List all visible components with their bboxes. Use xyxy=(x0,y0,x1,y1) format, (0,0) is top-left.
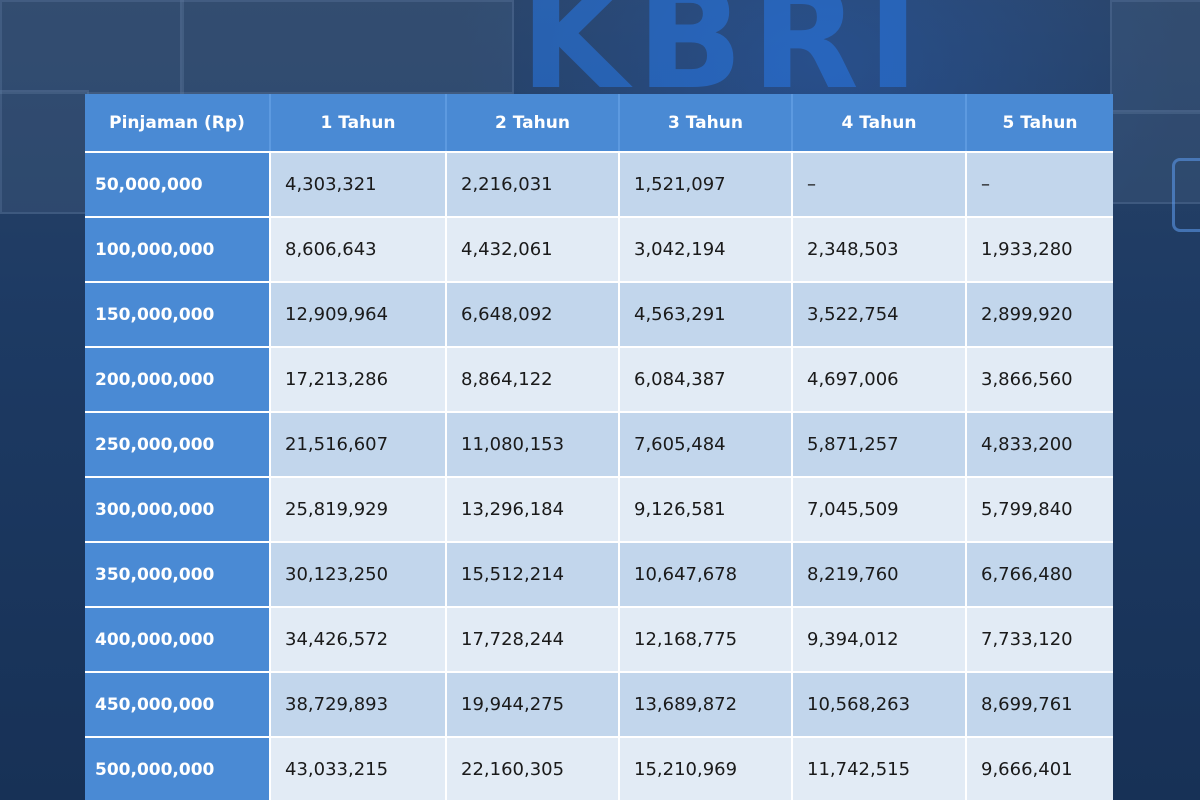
installment-cell: 30,123,250 xyxy=(270,542,447,608)
background-panel xyxy=(0,90,89,214)
installment-cell: 5,871,257 xyxy=(792,412,967,478)
table-row: 450,000,000 38,729,893 19,944,275 13,689… xyxy=(85,672,1113,738)
installment-cell: 1,521,097 xyxy=(619,152,793,218)
installment-cell: 8,219,760 xyxy=(792,542,967,608)
installment-cell: 12,909,964 xyxy=(270,282,447,348)
table-row: 50,000,000 4,303,321 2,216,031 1,521,097… xyxy=(85,152,1113,218)
installment-cell: 19,944,275 xyxy=(446,672,620,738)
installment-cell: 4,833,200 xyxy=(966,412,1113,478)
background-panel xyxy=(0,0,184,94)
installment-cell: 10,647,678 xyxy=(619,542,793,608)
installment-cell: 10,568,263 xyxy=(792,672,967,738)
installment-cell: 34,426,572 xyxy=(270,607,447,673)
installment-cell: 3,522,754 xyxy=(792,282,967,348)
loan-amount-cell: 50,000,000 xyxy=(85,152,271,218)
background-brand-logo: KBRI xyxy=(520,0,928,121)
loan-amount-cell: 300,000,000 xyxy=(85,477,271,543)
installment-cell: – xyxy=(966,152,1113,218)
installment-cell: 9,126,581 xyxy=(619,477,793,543)
installment-cell: 11,742,515 xyxy=(792,737,967,800)
installment-cell: 5,799,840 xyxy=(966,477,1113,543)
installment-cell: 15,210,969 xyxy=(619,737,793,800)
header-2-year: 2 Tahun xyxy=(446,94,620,153)
installment-cell: 7,605,484 xyxy=(619,412,793,478)
installment-cell: 17,728,244 xyxy=(446,607,620,673)
installment-cell: 4,697,006 xyxy=(792,347,967,413)
installment-cell: 1,933,280 xyxy=(966,217,1113,283)
header-loan-amount: Pinjaman (Rp) xyxy=(85,94,271,153)
installment-cell: 4,563,291 xyxy=(619,282,793,348)
background-panel xyxy=(1110,110,1200,204)
installment-cell: 8,606,643 xyxy=(270,217,447,283)
header-4-year: 4 Tahun xyxy=(792,94,967,153)
installment-cell: 9,394,012 xyxy=(792,607,967,673)
installment-cell: 13,296,184 xyxy=(446,477,620,543)
loan-amount-cell: 450,000,000 xyxy=(85,672,271,738)
installment-cell: 21,516,607 xyxy=(270,412,447,478)
installment-cell: 12,168,775 xyxy=(619,607,793,673)
installment-cell: 2,216,031 xyxy=(446,152,620,218)
background-panel xyxy=(1110,0,1200,114)
installment-cell: 43,033,215 xyxy=(270,737,447,800)
installment-cell: 22,160,305 xyxy=(446,737,620,800)
header-5-year: 5 Tahun xyxy=(966,94,1113,153)
installment-cell: 25,819,929 xyxy=(270,477,447,543)
loan-amount-cell: 250,000,000 xyxy=(85,412,271,478)
installment-cell: 6,084,387 xyxy=(619,347,793,413)
installment-cell: 3,042,194 xyxy=(619,217,793,283)
installment-cell: 2,348,503 xyxy=(792,217,967,283)
installment-cell: 8,699,761 xyxy=(966,672,1113,738)
installment-cell: 6,766,480 xyxy=(966,542,1113,608)
installment-cell: 38,729,893 xyxy=(270,672,447,738)
table-row: 200,000,000 17,213,286 8,864,122 6,084,3… xyxy=(85,347,1113,413)
installment-cell: 9,666,401 xyxy=(966,737,1113,800)
installment-cell: 11,080,153 xyxy=(446,412,620,478)
table-row: 300,000,000 25,819,929 13,296,184 9,126,… xyxy=(85,477,1113,543)
installment-cell: 7,733,120 xyxy=(966,607,1113,673)
installment-cell: 4,432,061 xyxy=(446,217,620,283)
table-row: 500,000,000 43,033,215 22,160,305 15,210… xyxy=(85,737,1113,800)
loan-amount-cell: 500,000,000 xyxy=(85,737,271,800)
table-header-row: Pinjaman (Rp) 1 Tahun 2 Tahun 3 Tahun 4 … xyxy=(85,94,1113,153)
table-row: 350,000,000 30,123,250 15,512,214 10,647… xyxy=(85,542,1113,608)
installment-cell: 6,648,092 xyxy=(446,282,620,348)
installment-cell: 15,512,214 xyxy=(446,542,620,608)
background-panel xyxy=(180,0,514,94)
installment-cell: 8,864,122 xyxy=(446,347,620,413)
loan-amount-cell: 100,000,000 xyxy=(85,217,271,283)
table-row: 100,000,000 8,606,643 4,432,061 3,042,19… xyxy=(85,217,1113,283)
loan-installment-table-container: Pinjaman (Rp) 1 Tahun 2 Tahun 3 Tahun 4 … xyxy=(85,94,1113,800)
loan-amount-cell: 150,000,000 xyxy=(85,282,271,348)
header-3-year: 3 Tahun xyxy=(619,94,793,153)
loan-amount-cell: 400,000,000 xyxy=(85,607,271,673)
installment-cell: 2,899,920 xyxy=(966,282,1113,348)
installment-cell: 3,866,560 xyxy=(966,347,1113,413)
installment-cell: 4,303,321 xyxy=(270,152,447,218)
table-row: 250,000,000 21,516,607 11,080,153 7,605,… xyxy=(85,412,1113,478)
loan-amount-cell: 200,000,000 xyxy=(85,347,271,413)
installment-cell: 7,045,509 xyxy=(792,477,967,543)
background-badge-icon xyxy=(1172,158,1200,232)
loan-amount-cell: 350,000,000 xyxy=(85,542,271,608)
installment-cell: – xyxy=(792,152,967,218)
table-row: 150,000,000 12,909,964 6,648,092 4,563,2… xyxy=(85,282,1113,348)
installment-cell: 13,689,872 xyxy=(619,672,793,738)
loan-installment-table: Pinjaman (Rp) 1 Tahun 2 Tahun 3 Tahun 4 … xyxy=(85,94,1113,800)
installment-cell: 17,213,286 xyxy=(270,347,447,413)
header-1-year: 1 Tahun xyxy=(270,94,447,153)
table-row: 400,000,000 34,426,572 17,728,244 12,168… xyxy=(85,607,1113,673)
